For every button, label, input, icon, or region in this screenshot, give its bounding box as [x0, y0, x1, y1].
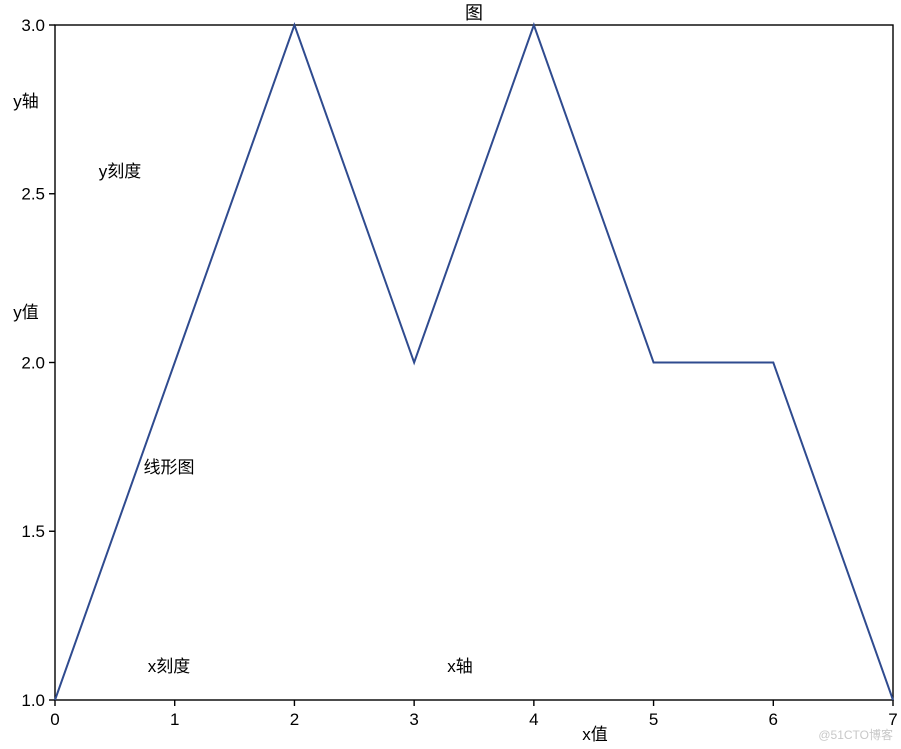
x-tick-label: 1: [170, 710, 179, 729]
y-tick-label: 3.0: [21, 16, 45, 35]
x-tick-label: 0: [50, 710, 59, 729]
x-axis-label: x值: [582, 725, 608, 744]
line-chart: 012345671.01.52.02.53.0图x值y值y轴y刻度线形图x刻度x…: [0, 0, 901, 749]
chart-title: 图: [465, 3, 483, 23]
y-tick-label: 1.0: [21, 691, 45, 710]
y-tick-label: 2.5: [21, 185, 45, 204]
y-tick-label: 2.0: [21, 353, 45, 372]
annotation-0: y轴: [13, 92, 39, 111]
y-axis-label: y值: [13, 303, 39, 322]
x-tick-label: 2: [290, 710, 299, 729]
annotation-1: y刻度: [99, 162, 142, 181]
watermark: @51CTO博客: [818, 726, 893, 743]
chart-bg: [0, 0, 901, 749]
x-tick-label: 4: [529, 710, 538, 729]
x-tick-label: 5: [649, 710, 658, 729]
annotation-2: 线形图: [144, 458, 195, 477]
x-tick-label: 3: [409, 710, 418, 729]
y-tick-label: 1.5: [21, 522, 45, 541]
x-tick-label: 6: [769, 710, 778, 729]
annotation-3: x刻度: [148, 657, 191, 676]
annotation-4: x轴: [447, 657, 473, 676]
